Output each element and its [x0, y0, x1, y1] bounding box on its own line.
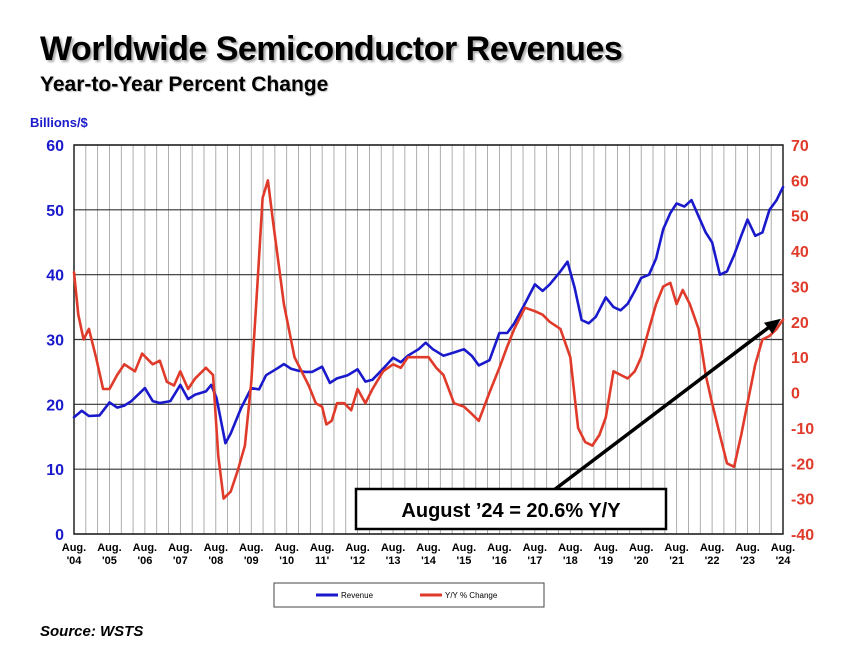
left-axis: 0 10 20 30 40 50 60 [46, 138, 64, 544]
left-tick-label: 10 [46, 462, 64, 479]
source-note: Source: WSTS [40, 623, 144, 640]
x-tick-label: Aug. [452, 542, 476, 554]
x-tick-year: 11' [315, 555, 330, 567]
right-tick-label: -20 [791, 456, 814, 473]
right-tick-label: 30 [791, 279, 809, 296]
x-tick-year: '23 [740, 555, 755, 567]
right-tick-label: 10 [791, 350, 809, 367]
x-tick-label: Aug. [629, 542, 653, 554]
x-tick-year: '12 [350, 555, 365, 567]
left-tick-label: 20 [46, 397, 64, 414]
right-tick-label: 50 [791, 209, 809, 226]
left-tick-label: 50 [46, 203, 64, 220]
series-layer [72, 179, 785, 500]
x-tick-label: Aug. [345, 542, 369, 554]
right-tick-label: 60 [791, 173, 809, 190]
annotation-arrowhead [764, 318, 781, 334]
x-tick-label: Aug. [735, 542, 759, 554]
right-tick-label: 20 [791, 315, 809, 332]
x-tick-label: Aug. [381, 542, 405, 554]
x-tick-year: '21 [669, 555, 684, 567]
x-tick-year: '17 [527, 555, 542, 567]
left-tick-label: 0 [55, 527, 64, 544]
x-tick-label: Aug. [487, 542, 511, 554]
x-tick-label: Aug. [239, 542, 263, 554]
left-tick-label: 60 [46, 138, 64, 155]
right-tick-label: -40 [791, 527, 814, 544]
annotation-arrow [552, 324, 773, 492]
annotation-text: August ’24 = 20.6% Y/Y [401, 500, 621, 522]
x-tick-year: '13 [386, 555, 401, 567]
x-tick-year: '09 [244, 555, 259, 567]
annotation-box [354, 487, 668, 531]
x-tick-label: Aug. [310, 542, 334, 554]
x-tick-year: '20 [634, 555, 649, 567]
x-tick-label: Aug. [523, 542, 547, 554]
x-tick-label: Aug. [594, 542, 618, 554]
x-tick-year: '15 [457, 555, 472, 567]
annotation-layer: August ’24 = 20.6% Y/Y [354, 318, 781, 531]
x-tick-year: '08 [208, 555, 223, 567]
x-tick-year: '24 [776, 555, 792, 567]
right-tick-label: -30 [791, 492, 814, 509]
x-tick-label: Aug. [204, 542, 228, 554]
x-tick-label: Aug. [62, 542, 86, 554]
grid-layer [73, 144, 784, 535]
left-axis-label: Billions/$ [30, 115, 89, 130]
x-axis: Aug.'04Aug.'05Aug.'06Aug.'07Aug.'08Aug.'… [62, 542, 795, 567]
right-axis: -40 -30 -20 -10 0 10 20 30 40 50 60 70 [791, 138, 814, 544]
x-tick-label: Aug. [274, 542, 298, 554]
left-tick-label: 30 [46, 333, 64, 350]
x-tick-year: '22 [705, 555, 720, 567]
legend: Revenue Y/Y % Change [273, 582, 545, 608]
x-tick-label: Aug. [771, 542, 795, 554]
x-tick-year: '10 [279, 555, 294, 567]
revenue-series-line [72, 185, 785, 445]
x-tick-label: Aug. [97, 542, 121, 554]
legend-box [273, 582, 545, 608]
right-tick-label: -10 [791, 421, 814, 438]
x-tick-year: '06 [137, 555, 152, 567]
left-tick-label: 40 [46, 268, 64, 285]
x-tick-label: Aug. [133, 542, 157, 554]
x-tick-label: Aug. [558, 542, 582, 554]
x-tick-year: '19 [598, 555, 613, 567]
yoy-series-line [72, 179, 785, 500]
right-tick-label: 70 [791, 138, 809, 155]
x-tick-year: '07 [173, 555, 188, 567]
x-tick-year: '14 [421, 555, 437, 567]
plot-frame [73, 144, 784, 535]
x-tick-label: Aug. [168, 542, 192, 554]
x-tick-label: Aug. [416, 542, 440, 554]
chart-title: Worldwide Semiconductor Revenues [40, 30, 623, 68]
x-tick-year: '16 [492, 555, 507, 567]
chart-subtitle: Year-to-Year Percent Change [40, 73, 329, 96]
x-tick-year: '05 [102, 555, 117, 567]
legend-label: Y/Y % Change [445, 591, 498, 600]
x-tick-year: '04 [67, 555, 83, 567]
right-tick-label: 0 [791, 386, 800, 403]
right-tick-label: 40 [791, 244, 809, 261]
x-tick-year: '18 [563, 555, 578, 567]
x-tick-label: Aug. [700, 542, 724, 554]
legend-label: Revenue [341, 591, 374, 600]
x-tick-label: Aug. [664, 542, 688, 554]
